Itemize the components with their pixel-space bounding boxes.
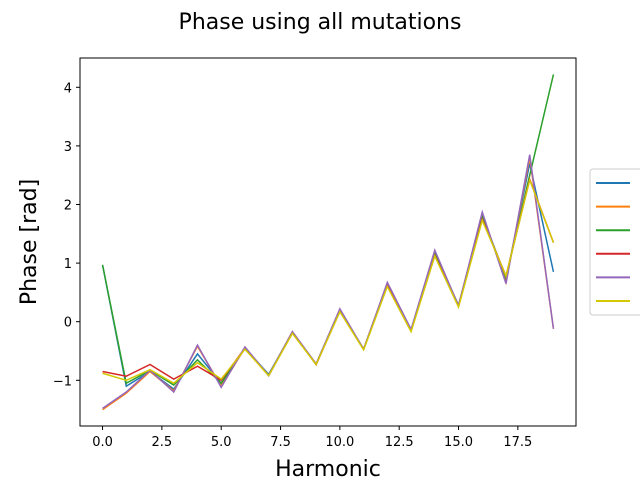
plot-frame <box>79 57 577 427</box>
x-tick-label: 10.0 <box>325 435 354 450</box>
y-tick-label: 1 <box>64 257 72 272</box>
x-tick-label: 15.0 <box>444 435 473 450</box>
legend-box <box>589 168 640 316</box>
y-tick-label: −1 <box>53 374 72 389</box>
y-axis-label: Phase [rad] <box>17 179 42 305</box>
x-tick-label: 17.5 <box>503 435 532 450</box>
x-tick-label: 0.0 <box>92 435 113 450</box>
x-tick-label: 7.5 <box>270 435 291 450</box>
series-line-2 <box>102 157 555 411</box>
x-axis-label: Harmonic <box>275 457 381 480</box>
x-axis: 0.0 2.5 5.0 7.5 10.0 12.5 15.0 17.5 <box>92 426 532 450</box>
y-tick-label: 0 <box>64 316 72 331</box>
x-tick-label: 2.5 <box>152 435 173 450</box>
y-tick-label: 4 <box>64 81 72 96</box>
y-tick-label: 2 <box>64 198 72 213</box>
legend <box>589 168 640 316</box>
series-line-4 <box>102 176 555 382</box>
chart-title: Phase using all mutations <box>179 10 462 35</box>
series-line-1 <box>101 163 555 391</box>
series-layer <box>101 74 555 411</box>
y-axis: −1 0 1 2 3 4 <box>53 81 80 389</box>
y-tick-label: 3 <box>64 140 72 155</box>
x-tick-label: 5.0 <box>211 435 232 450</box>
x-tick-label: 12.5 <box>385 435 414 450</box>
series-line-6 <box>102 177 555 385</box>
series-line-5 <box>102 154 555 410</box>
